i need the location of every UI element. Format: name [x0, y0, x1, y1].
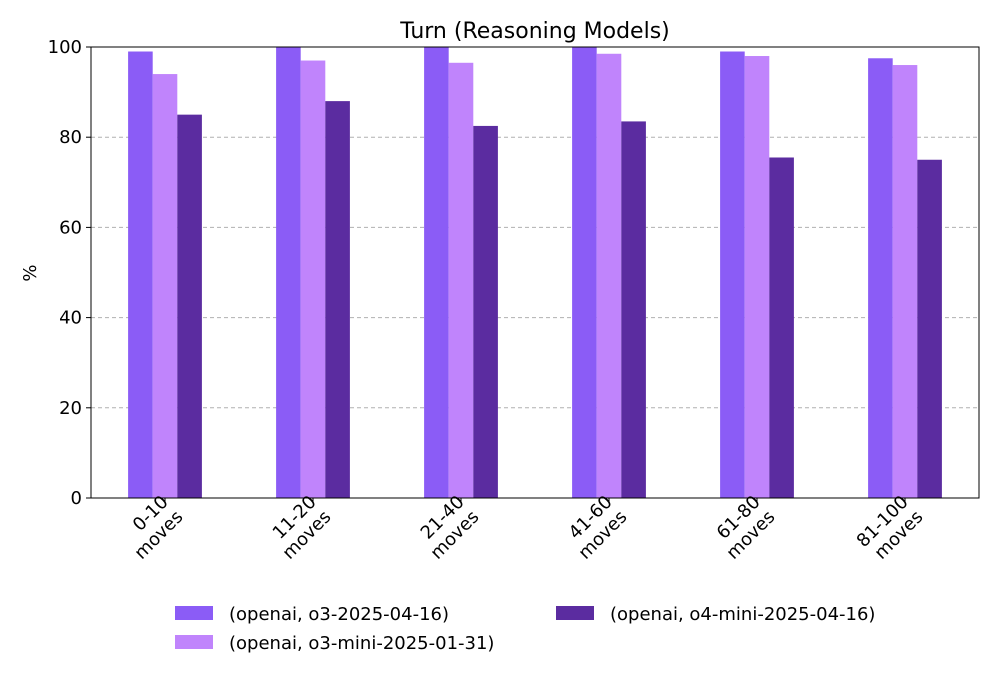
- bars: [128, 47, 942, 499]
- x-axis: 0-10moves 11-20moves 21-40moves 41-60moves 6…: [116, 492, 928, 567]
- bar: [572, 47, 597, 498]
- bar: [276, 47, 301, 498]
- x-tick-label: 11-20moves: [264, 492, 336, 564]
- bar: [868, 58, 893, 499]
- grid-lines: [91, 136, 979, 409]
- y-tick-label: 60: [59, 217, 82, 238]
- y-tick-label: 100: [48, 37, 82, 58]
- bar: [744, 56, 770, 499]
- bar: [917, 159, 942, 498]
- legend-swatch: [175, 606, 213, 620]
- legend-label: (openai, o3-2025-04-16): [229, 604, 449, 625]
- y-axis-label: %: [20, 264, 41, 281]
- bar: [128, 51, 153, 498]
- bar: [892, 65, 918, 498]
- x-tick-label: 61-80moves: [708, 492, 780, 564]
- y-tick-label: 40: [59, 308, 82, 329]
- legend-swatch: [175, 635, 213, 649]
- bar: [720, 51, 745, 498]
- legend-swatch: [556, 606, 594, 620]
- legend-label: (openai, o3-mini-2025-01-31): [229, 633, 494, 654]
- bar: [325, 101, 350, 499]
- bar: [448, 62, 474, 498]
- bar: [621, 121, 646, 498]
- bar: [177, 114, 202, 499]
- x-tick-label: 81-100moves: [853, 492, 928, 567]
- x-tick-label: 0-10moves: [116, 492, 188, 564]
- chart-title: Turn (Reasoning Models): [399, 19, 670, 44]
- bar: [769, 157, 794, 498]
- bar: [300, 60, 326, 498]
- legend: (openai, o3-2025-04-16) (openai, o3-mini-…: [175, 604, 875, 654]
- plot-frame: [90, 46, 980, 499]
- bar: [473, 125, 498, 499]
- y-tick-label: 20: [59, 398, 82, 419]
- x-tick-label: 21-40moves: [412, 492, 484, 564]
- y-tick-label: 0: [71, 488, 82, 509]
- bar: [424, 47, 449, 498]
- x-tick-label: 41-60moves: [560, 492, 632, 564]
- bar: [152, 74, 178, 498]
- y-tick-label: 80: [59, 127, 82, 148]
- bar: [596, 53, 622, 498]
- legend-label: (openai, o4-mini-2025-04-16): [610, 604, 875, 625]
- y-axis: 0 20 40 60 80 100: [48, 37, 91, 509]
